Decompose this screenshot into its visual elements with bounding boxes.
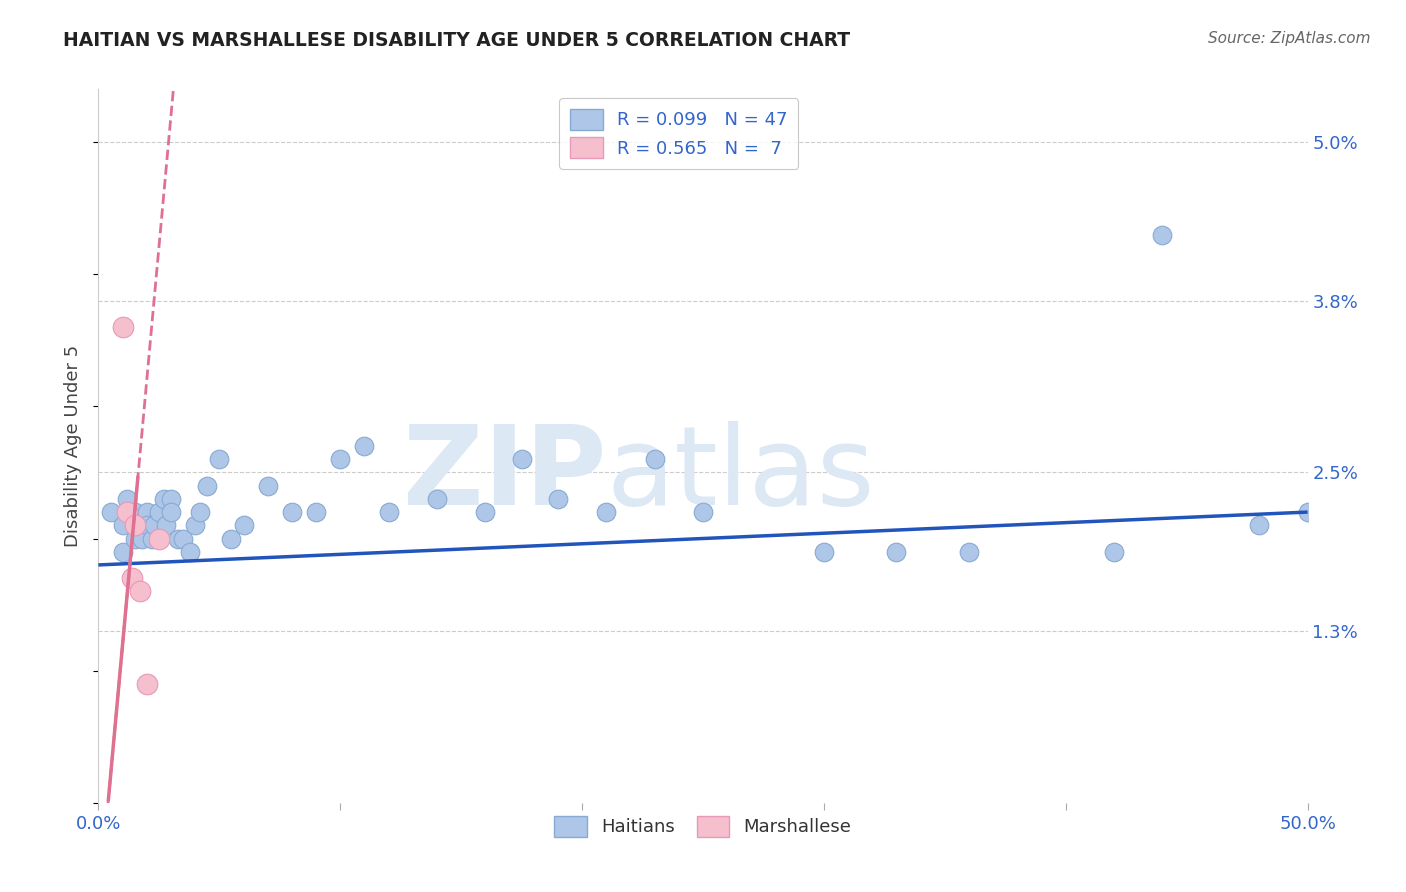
- Point: [111, 545, 134, 559]
- Point: [208, 452, 231, 467]
- Point: [547, 491, 569, 506]
- Point: [256, 478, 278, 492]
- Point: [135, 518, 157, 533]
- Point: [195, 478, 218, 492]
- Point: [124, 505, 146, 519]
- Point: [141, 532, 163, 546]
- Point: [148, 505, 170, 519]
- Point: [131, 532, 153, 546]
- Point: [813, 545, 835, 559]
- Point: [692, 505, 714, 519]
- Y-axis label: Disability Age Under 5: Disability Age Under 5: [65, 345, 83, 547]
- Point: [221, 532, 243, 546]
- Point: [117, 491, 139, 506]
- Point: [305, 505, 328, 519]
- Point: [329, 452, 352, 467]
- Point: [474, 505, 496, 519]
- Text: ZIP: ZIP: [404, 421, 606, 528]
- Text: HAITIAN VS MARSHALLESE DISABILITY AGE UNDER 5 CORRELATION CHART: HAITIAN VS MARSHALLESE DISABILITY AGE UN…: [63, 31, 851, 50]
- Point: [128, 584, 150, 599]
- Point: [111, 518, 134, 533]
- Point: [111, 320, 134, 334]
- Point: [426, 491, 449, 506]
- Point: [1102, 545, 1125, 559]
- Point: [353, 439, 375, 453]
- Point: [155, 518, 177, 533]
- Point: [100, 505, 122, 519]
- Point: [143, 518, 166, 533]
- Point: [886, 545, 908, 559]
- Point: [188, 505, 211, 519]
- Point: [121, 571, 143, 585]
- Point: [232, 518, 254, 533]
- Point: [172, 532, 194, 546]
- Point: [644, 452, 666, 467]
- Point: [957, 545, 980, 559]
- Point: [152, 491, 174, 506]
- Point: [1152, 227, 1174, 242]
- Point: [148, 532, 170, 546]
- Point: [510, 452, 533, 467]
- Point: [148, 532, 170, 546]
- Point: [124, 532, 146, 546]
- Point: [167, 532, 190, 546]
- Point: [128, 518, 150, 533]
- Point: [117, 505, 139, 519]
- Point: [160, 491, 183, 506]
- Point: [281, 505, 304, 519]
- Point: [184, 518, 207, 533]
- Point: [1296, 505, 1319, 519]
- Text: atlas: atlas: [606, 421, 875, 528]
- Point: [160, 505, 183, 519]
- Point: [179, 545, 201, 559]
- Point: [377, 505, 399, 519]
- Point: [124, 518, 146, 533]
- Point: [1249, 518, 1271, 533]
- Point: [135, 677, 157, 691]
- Legend: Haitians, Marshallese: Haitians, Marshallese: [547, 808, 859, 844]
- Point: [135, 505, 157, 519]
- Point: [595, 505, 617, 519]
- Text: Source: ZipAtlas.com: Source: ZipAtlas.com: [1208, 31, 1371, 46]
